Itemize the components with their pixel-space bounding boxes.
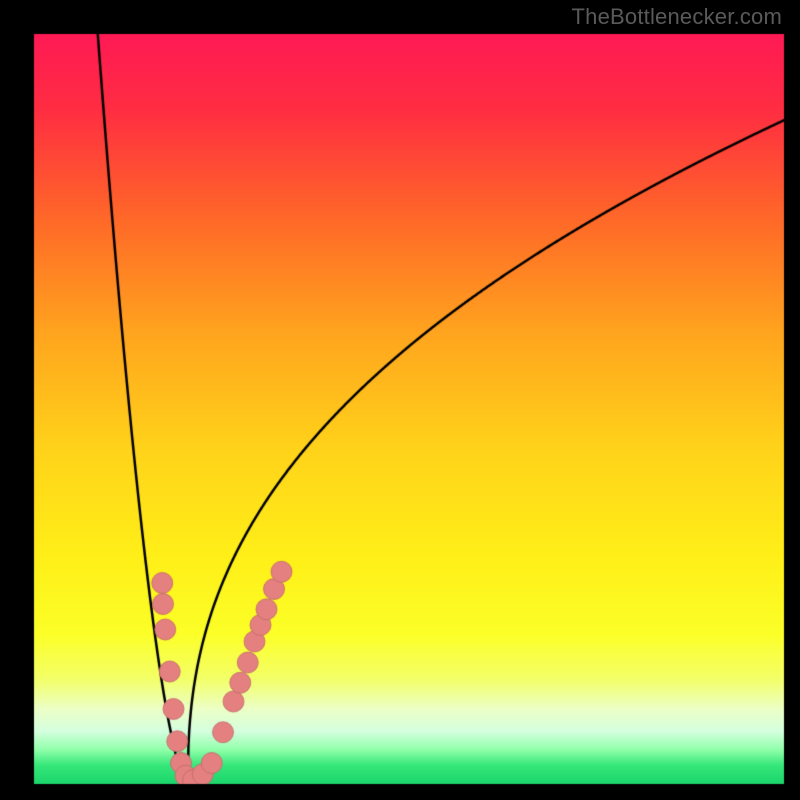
chart-stage: TheBottlenecker.com — [0, 0, 800, 800]
watermark-text: TheBottlenecker.com — [572, 4, 782, 30]
bottleneck-curve-chart — [0, 0, 800, 800]
